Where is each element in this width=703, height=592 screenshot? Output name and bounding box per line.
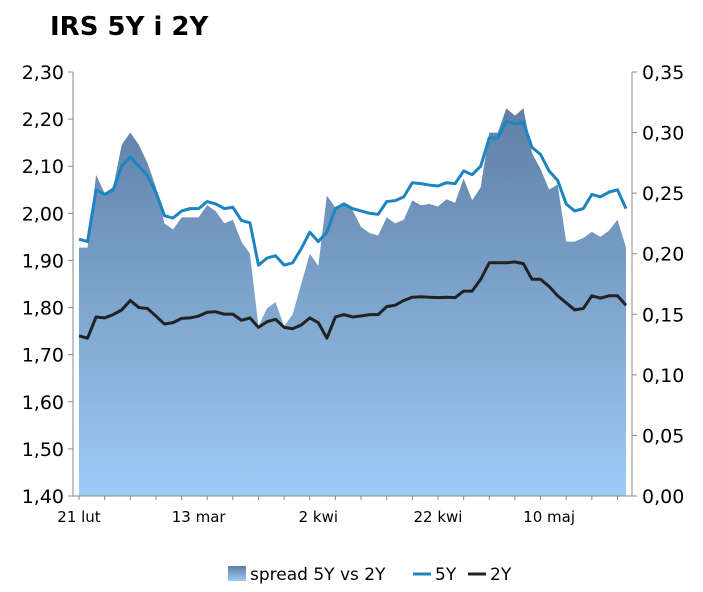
chart-title: IRS 5Y i 2Y [50,12,209,42]
right-tick-label: 0,25 [642,183,684,205]
right-tick-label: 0,15 [642,304,684,326]
legend: spread 5Y vs 2Y 5Y 2Y [228,565,512,585]
left-tick-label: 1,40 [22,486,64,508]
series-line-5y [78,119,628,267]
left-tick-label: 1,70 [22,345,64,367]
right-tick-label: 0,20 [642,244,684,266]
series-line-2y [78,260,628,340]
left-tick-label: 2,20 [22,109,64,131]
left-tick-label: 1,50 [22,439,64,461]
left-tick-label: 1,60 [22,392,64,414]
left-tick-label: 1,80 [22,298,64,320]
right-tick-label: 0,05 [642,425,684,447]
series-area-spread [79,108,626,496]
legend-swatch-spread [228,566,246,581]
right-tick-label: 0,10 [642,365,684,387]
left-tick-label: 2,30 [22,62,64,84]
legend-label-5y: 5Y [435,565,457,585]
left-tick-label: 2,00 [22,203,64,225]
right-tick-label: 0,35 [642,62,684,84]
legend-label-2y: 2Y [490,565,512,585]
x-tick-label: 22 kwi [413,508,462,526]
right-tick-label: 0,30 [642,123,684,145]
legend-label-spread: spread 5Y vs 2Y [250,565,386,585]
x-tick-label: 10 maj [523,508,575,526]
x-tick-label: 21 lut [57,508,101,526]
left-tick-label: 2,10 [22,156,64,178]
x-tick-label: 2 kwi [299,508,338,526]
x-tick-label: 13 mar [172,508,227,526]
left-tick-label: 1,90 [22,250,64,272]
right-tick-label: 0,00 [642,486,684,508]
